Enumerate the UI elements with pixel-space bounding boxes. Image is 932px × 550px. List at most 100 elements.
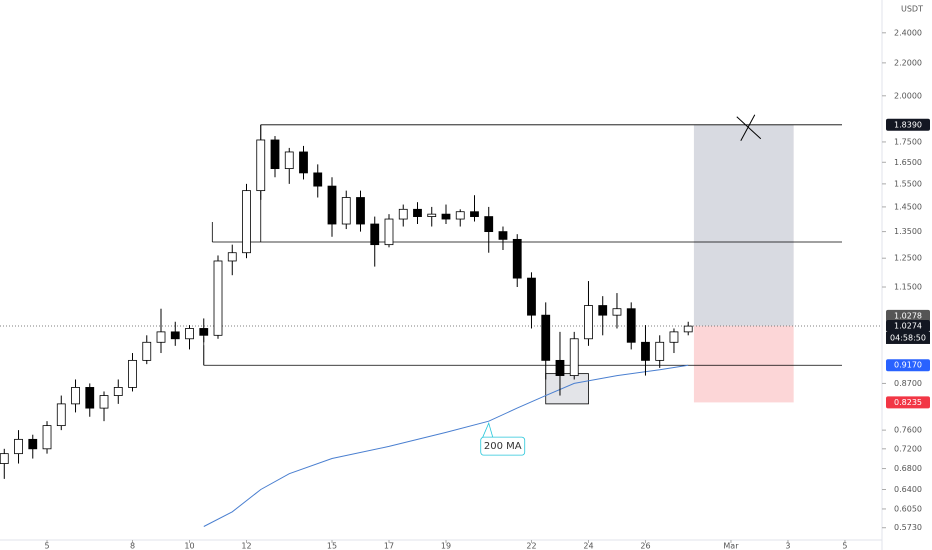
ma-callout: [480, 436, 526, 456]
candle-body: [128, 359, 137, 388]
candle-body: [242, 190, 251, 254]
candle-body: [512, 238, 522, 279]
candle-body: [341, 197, 351, 225]
candle-body: [527, 277, 536, 316]
x-tick-label: Mar: [723, 542, 739, 550]
x-tick-label: 19: [441, 542, 451, 550]
y-tick-label: 0.8700: [894, 379, 922, 388]
candle-body: [71, 387, 80, 405]
y-tick-label: 1.2500: [894, 254, 922, 263]
candle-body: [441, 213, 451, 220]
candle-body: [56, 403, 66, 427]
y-tick-label: 0.6800: [894, 464, 922, 473]
price-badge-label: 1.8390: [894, 120, 922, 129]
candle-body: [384, 218, 394, 246]
candle-body: [455, 211, 465, 220]
candle-body: [14, 438, 23, 455]
candle-body: [156, 331, 166, 343]
ma-line: [203, 364, 689, 527]
y-tick-label: 1.6500: [894, 158, 922, 167]
candle-body: [541, 314, 551, 361]
candle-body: [641, 341, 650, 361]
candle-body: [299, 151, 308, 174]
candle-body: [170, 331, 180, 340]
y-tick-label: 1.4500: [894, 202, 922, 211]
candle-body: [113, 387, 123, 396]
price-badge-label: 1.0274: [894, 321, 922, 330]
candle-body: [227, 252, 237, 262]
y-tick-label: 0.7600: [894, 426, 922, 435]
x-tick-label: 3: [785, 542, 790, 550]
y-tick-label: 2.4000: [894, 28, 922, 37]
candle-body: [427, 213, 437, 217]
candle-body: [398, 208, 408, 220]
y-tick-label: 0.6400: [894, 485, 922, 494]
candle-body: [42, 425, 52, 450]
candle-body: [199, 328, 209, 336]
ma-callout-pointer: [482, 421, 494, 438]
price-badge-label: 0.8235: [894, 398, 922, 407]
y-tick-label: 2.0000: [894, 91, 922, 100]
y-tick-label: 2.2000: [894, 58, 922, 67]
y-tick-label: 1.3500: [894, 227, 922, 236]
candle-body: [356, 197, 365, 225]
candle-body: [256, 139, 266, 192]
x-tick-label: 26: [640, 542, 650, 550]
highlight-box: [545, 373, 589, 405]
price-badge: [886, 396, 930, 409]
candle-body: [213, 260, 223, 336]
candle-body: [284, 151, 294, 170]
x-tick-label: 24: [583, 542, 593, 550]
candle-body: [655, 341, 665, 361]
price-badge-label: 1.0278: [894, 311, 922, 320]
x-tick-label: 8: [130, 542, 135, 550]
x-tick-label: 10: [184, 542, 194, 550]
y-tick-label: 1.5500: [894, 179, 922, 188]
candle-body: [28, 438, 38, 450]
price-badge: [886, 309, 930, 322]
candle-body: [327, 185, 337, 225]
candle-body: [626, 308, 636, 343]
ma-callout-label: 200 MA: [484, 441, 522, 452]
price-badge-label: 0.9170: [894, 361, 922, 370]
candle-body: [555, 359, 565, 376]
candle-body: [142, 341, 152, 361]
cross-mark: [740, 114, 756, 142]
countdown-label: 04:58:50: [890, 333, 926, 342]
candle-body: [99, 395, 109, 409]
candle-body: [669, 331, 679, 343]
price-badge: [886, 319, 930, 332]
candle-body: [370, 223, 380, 246]
x-tick-label: 5: [44, 542, 49, 550]
candle-body: [270, 139, 280, 170]
candle-body: [598, 305, 608, 316]
x-tick-label: 5: [842, 542, 847, 550]
x-tick-label: 22: [526, 542, 536, 550]
candle-body: [0, 453, 9, 464]
candle-body: [498, 231, 508, 240]
candle-body: [569, 338, 579, 376]
cross-mark: [736, 116, 762, 140]
y-tick-label: 0.5730: [894, 523, 922, 532]
position-target-zone: [693, 124, 794, 326]
price-badge: [886, 359, 930, 372]
x-tick-label: 17: [384, 542, 394, 550]
candle-body: [470, 211, 479, 217]
candle-body: [85, 387, 95, 409]
candle-body: [313, 172, 323, 187]
y-tick-label: 1.7500: [894, 137, 922, 146]
y-tick-label: 0.6050: [894, 504, 922, 513]
candle-body: [612, 308, 622, 316]
x-tick-label: 12: [241, 542, 251, 550]
countdown-badge: [886, 331, 930, 344]
candle-body: [185, 328, 194, 340]
candle-body: [484, 216, 494, 233]
candle-body: [683, 325, 693, 333]
candle-body: [584, 305, 593, 340]
y-tick-label: 0.7200: [894, 444, 922, 453]
position-stop-zone: [693, 325, 794, 403]
candle-body: [413, 208, 422, 217]
price-badge: [886, 118, 930, 131]
y-tick-label: 1.1500: [894, 283, 922, 292]
